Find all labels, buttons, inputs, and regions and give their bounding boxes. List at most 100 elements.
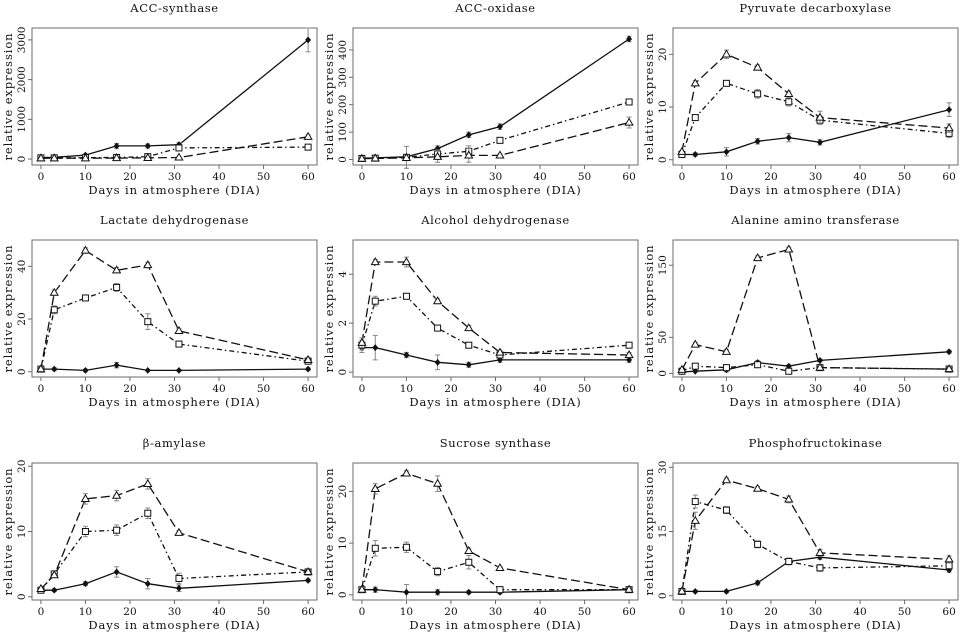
data-point <box>722 79 730 87</box>
data-point <box>174 527 184 536</box>
y-tick-label: 20 <box>16 460 28 473</box>
data-point <box>111 490 122 499</box>
data-point <box>51 586 58 594</box>
series-line <box>40 286 309 370</box>
series-line <box>681 248 950 371</box>
x-tick-label: 10 <box>400 383 413 395</box>
data-point <box>690 339 700 348</box>
x-tick-label: 50 <box>257 606 270 618</box>
series-line <box>361 346 630 366</box>
data-point <box>402 292 410 300</box>
x-axis-label: Days in atmosphere (DIA) <box>409 618 581 632</box>
x-tick-label: 40 <box>533 383 546 395</box>
x-tick-label: 30 <box>489 383 502 395</box>
data-point <box>81 528 89 535</box>
x-tick-label: 60 <box>301 606 314 618</box>
data-point <box>36 153 46 162</box>
series-filled-diamond <box>678 553 953 595</box>
x-tick-label: 0 <box>359 383 366 395</box>
x-axis-label: Days in atmosphere (DIA) <box>88 618 260 632</box>
y-tick-label: 150 <box>657 255 669 275</box>
panel-6: Alanine amino transferase 0 10 20 30 40 50 60 0 5… <box>642 213 959 409</box>
data-point <box>357 584 367 593</box>
x-tick-label: 30 <box>809 171 822 183</box>
data-point <box>80 493 91 502</box>
x-tick-label: 60 <box>622 383 635 395</box>
panel-3: Pyruvate decarboxylase 0 10 20 30 40 50 60 0 10 20… <box>642 1 959 197</box>
plot-frame <box>31 239 318 378</box>
data-point <box>305 365 312 373</box>
y-tick-label: 0 <box>337 156 349 163</box>
y-axis-label: relative expression <box>642 245 656 373</box>
y-tick-label: 100 <box>337 122 349 142</box>
data-point <box>434 568 442 576</box>
x-axis-label: Days in atmosphere (DIA) <box>729 618 901 632</box>
data-point <box>174 152 184 161</box>
data-point <box>303 354 313 363</box>
data-point <box>305 576 312 584</box>
x-tick-label: 50 <box>257 171 270 183</box>
x-tick-label: 50 <box>578 383 591 395</box>
data-point <box>304 143 312 151</box>
y-tick-label: 2 <box>337 320 349 327</box>
y-tick-label: 20 <box>16 312 28 325</box>
y-axis-label: relative expression <box>322 33 336 161</box>
y-axis-label: relative expression <box>642 33 656 161</box>
series-triangle <box>677 475 954 595</box>
data-point <box>175 574 183 582</box>
x-tick-label: 20 <box>764 383 777 395</box>
data-point <box>784 494 794 503</box>
data-point <box>434 588 441 596</box>
panel-2: ACC-oxidase 0 10 20 30 40 50 60 0 100 200 300 400 Day… <box>322 1 639 197</box>
data-point <box>174 325 184 334</box>
x-tick-label: 20 <box>764 171 777 183</box>
x-tick-label: 50 <box>898 606 911 618</box>
x-tick-label: 60 <box>942 606 955 618</box>
x-tick-label: 40 <box>212 383 225 395</box>
y-tick-label: 0 <box>337 591 349 598</box>
x-tick-label: 10 <box>720 171 733 183</box>
y-axis-label: relative expression <box>642 468 656 596</box>
data-point <box>785 367 793 375</box>
plot-frame <box>672 239 959 378</box>
data-point <box>785 134 792 142</box>
plot-frame <box>352 239 639 378</box>
y-tick-label: 0 <box>657 370 669 377</box>
y-tick-label: 2000 <box>16 66 28 93</box>
panel-title: Lactate dehydrogenase <box>100 213 249 227</box>
x-axis-label: Days in atmosphere (DIA) <box>88 395 260 409</box>
x-tick-label: 60 <box>301 171 314 183</box>
y-tick-label: 0 <box>16 368 28 375</box>
plot-frame <box>31 462 318 601</box>
data-point <box>815 547 825 557</box>
y-tick-label: 30 <box>657 461 669 474</box>
x-axis-label: Days in atmosphere (DIA) <box>409 183 581 197</box>
x-tick-label: 0 <box>359 171 366 183</box>
data-point <box>723 148 730 156</box>
data-point <box>754 90 762 98</box>
data-point <box>496 586 504 594</box>
x-tick-label: 50 <box>578 606 591 618</box>
x-tick-label: 0 <box>679 383 686 395</box>
data-point <box>370 153 380 162</box>
panel-title: ACC-synthase <box>129 1 218 15</box>
series-triangle <box>677 49 954 155</box>
y-tick-label: 10 <box>337 536 349 549</box>
data-point <box>692 367 699 375</box>
data-point <box>722 506 730 514</box>
data-point <box>82 366 89 374</box>
data-point <box>496 136 504 144</box>
series-square <box>358 540 633 594</box>
series-filled-diamond <box>37 566 312 594</box>
data-point <box>175 366 182 374</box>
x-tick-label: 10 <box>400 171 413 183</box>
x-tick-label: 0 <box>38 171 45 183</box>
data-point <box>946 106 953 114</box>
data-point <box>401 152 412 161</box>
data-point <box>80 153 91 162</box>
y-tick-label: 10 <box>657 100 669 113</box>
data-point <box>624 584 634 593</box>
x-tick-label: 20 <box>444 606 457 618</box>
data-point <box>371 544 379 552</box>
data-point <box>625 341 633 349</box>
